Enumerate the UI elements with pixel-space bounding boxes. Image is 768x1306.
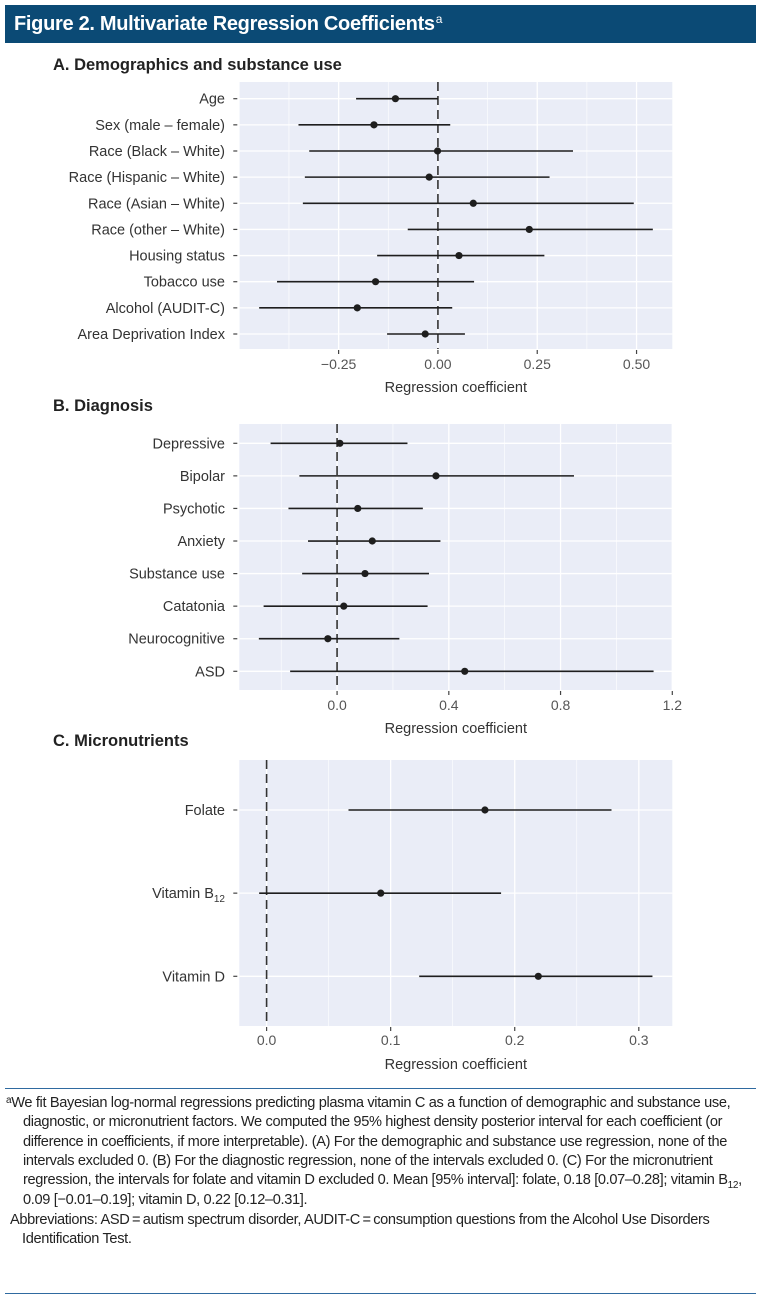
row-label-text: Area Deprivation Index [78, 327, 226, 343]
point-estimate [324, 635, 332, 643]
point-estimate [432, 472, 440, 480]
point-estimate [391, 95, 400, 103]
caption-footnote: aWe fit Bayesian log-normal regressions … [5, 1094, 756, 1211]
x-tick-label: −0.25 [321, 356, 357, 372]
point-estimate [481, 806, 489, 814]
caption-abbreviations: Abbreviations: ASD = autism spectrum dis… [10, 1211, 710, 1248]
row-label: Anxiety [177, 534, 225, 550]
x-tick-label: 0.1 [381, 1032, 401, 1048]
figure-title-bar: Figure 2. Multivariate Regression Coeffi… [5, 5, 756, 43]
row-label-text: Folate [185, 803, 225, 819]
row-label-text: Catatonia [163, 599, 226, 615]
point-estimate [377, 889, 385, 897]
caption-footnote-subscript: 12 [727, 1180, 739, 1192]
x-axis-title: Regression coefficient [385, 1057, 527, 1073]
point-estimate [534, 972, 542, 980]
caption-footnote-text-1: We fit Bayesian log-normal regressions p… [11, 1095, 731, 1189]
point-estimate [368, 537, 376, 545]
row-label-text: Tobacco use [144, 275, 225, 291]
row-label: Psychotic [163, 501, 225, 517]
x-tick-label: 0.00 [424, 356, 451, 372]
row-label-text: Neurocognitive [128, 632, 225, 648]
row-label-text: Vitamin D [162, 969, 225, 985]
row-label: Vitamin D [162, 969, 225, 985]
point-estimate [340, 602, 348, 610]
x-tick-label: 1.2 [663, 697, 683, 713]
x-tick-label: 0.0 [257, 1032, 277, 1048]
row-label-text: Vitamin B [152, 886, 214, 902]
point-estimate [354, 504, 362, 513]
row-label-text: Housing status [129, 249, 225, 265]
row-label-text: Anxiety [177, 534, 225, 550]
row-label: Alcohol (AUDIT-C) [106, 301, 225, 317]
row-label-text: Alcohol (AUDIT-C) [106, 301, 225, 317]
row-label: Folate [185, 803, 225, 819]
row-label-text: Race (other – White) [91, 222, 225, 238]
point-estimate [361, 569, 369, 578]
point-estimate [469, 199, 477, 207]
point-estimate [370, 121, 378, 129]
caption-footnote-marker: a [6, 1095, 12, 1106]
row-label: Race (Hispanic – White) [69, 170, 225, 186]
caption-bottom-divider [5, 1293, 756, 1294]
caption-footnote-text-2: , 0.09 [−0.01–0.19]; vitamin D, 0.22 [0.… [23, 1172, 742, 1209]
x-tick-label: 0.8 [551, 697, 571, 713]
panel-a-title: A. Demographics and substance use [53, 56, 342, 74]
row-label: ASD [195, 664, 225, 680]
panel-c-title: C. Micronutrients [53, 732, 189, 750]
row-label: Race (other – White) [91, 222, 225, 238]
row-label: Bipolar [180, 469, 225, 485]
row-label: Sex (male – female) [95, 118, 225, 134]
row-label: Age [199, 92, 225, 108]
point-estimate [371, 278, 380, 286]
panel-b-background [239, 424, 673, 690]
row-label-text: Depressive [152, 436, 225, 452]
row-label: Area Deprivation Index [78, 327, 226, 343]
forest-plots: A. Demographics and substance use Age Sex … [53, 56, 683, 1073]
point-estimate [455, 251, 463, 260]
point-estimate [353, 304, 361, 312]
row-label-text: Sex (male – female) [95, 118, 225, 134]
row-label: Housing status [129, 249, 225, 265]
row-label-text: Race (Hispanic – White) [69, 170, 225, 186]
row-label: Vitamin B12 [152, 886, 225, 905]
point-estimate [433, 147, 442, 155]
caption-top-divider [5, 1088, 756, 1089]
point-estimate [421, 330, 429, 338]
row-label-text: Age [199, 92, 225, 108]
row-label: Depressive [152, 436, 225, 452]
row-label: Race (Black – White) [89, 144, 225, 160]
x-axis-title: Regression coefficient [385, 721, 527, 737]
row-label-subscript: 12 [214, 894, 226, 905]
x-tick-label: 0.4 [439, 697, 459, 713]
point-estimate [336, 439, 344, 447]
row-label: Tobacco use [144, 275, 225, 291]
point-estimate [525, 225, 533, 234]
x-tick-label: 0.0 [327, 697, 347, 713]
x-tick-label: 0.2 [505, 1032, 525, 1048]
row-label: Substance use [129, 567, 225, 583]
point-estimate [425, 173, 433, 181]
x-tick-label: 0.25 [524, 356, 551, 372]
row-label: Race (Asian – White) [88, 196, 225, 212]
row-label-text: ASD [195, 664, 225, 680]
panel-a-background [239, 82, 673, 349]
panel-b-title: B. Diagnosis [53, 397, 153, 415]
row-label-text: Race (Black – White) [89, 144, 225, 160]
row-label-text: Substance use [129, 567, 225, 583]
figure-title-footnote-marker: a [435, 12, 443, 26]
x-tick-label: 0.3 [629, 1032, 649, 1048]
row-label: Catatonia [163, 599, 226, 615]
row-label-text: Psychotic [163, 501, 225, 517]
figure-caption: aWe fit Bayesian log-normal regressions … [5, 1094, 756, 1249]
row-label-text: Bipolar [180, 469, 225, 485]
x-tick-label: 0.50 [623, 356, 650, 372]
row-label: Neurocognitive [128, 632, 225, 648]
x-axis-title: Regression coefficient [385, 380, 527, 396]
point-estimate [461, 667, 469, 675]
row-label-text: Race (Asian – White) [88, 196, 225, 212]
figure-title: Figure 2. Multivariate Regression Coeffi… [14, 13, 435, 35]
